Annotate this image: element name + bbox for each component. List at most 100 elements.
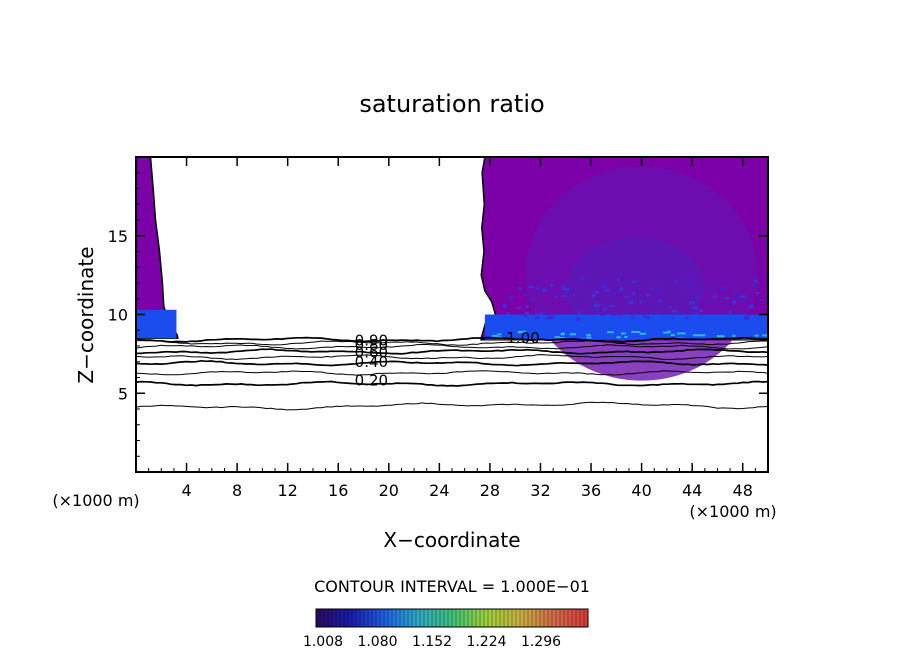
plume-speckle bbox=[524, 314, 527, 317]
plume-speckle bbox=[676, 306, 680, 310]
plume-speckle bbox=[746, 313, 751, 316]
x-tick-label: 40 bbox=[631, 481, 651, 500]
plume-speckle bbox=[506, 312, 510, 315]
plume-speckle bbox=[518, 287, 523, 290]
colorbar-tick-label: 1.296 bbox=[521, 634, 561, 650]
plume-speckle bbox=[632, 291, 636, 296]
cloud-base-highlight bbox=[554, 336, 560, 339]
plume-speckle bbox=[747, 284, 752, 287]
plume-speckle bbox=[660, 312, 664, 316]
y-tick-label: 5 bbox=[118, 384, 128, 403]
plume-speckle bbox=[593, 303, 600, 307]
plume-speckle bbox=[732, 303, 736, 306]
plume-speckle bbox=[731, 298, 735, 302]
plume-speckle bbox=[689, 301, 695, 305]
plume-speckle bbox=[630, 316, 636, 320]
plume-speckle bbox=[672, 317, 675, 320]
contour-label: 1.00 bbox=[506, 329, 539, 347]
plume-speckle bbox=[578, 312, 581, 315]
plume-speckle bbox=[756, 317, 759, 321]
plume-speckle bbox=[706, 277, 710, 280]
cloud-base-highlight bbox=[621, 332, 626, 335]
plume-speckle bbox=[695, 296, 700, 299]
contour-interval-text: CONTOUR INTERVAL = 1.000E−01 bbox=[314, 577, 590, 596]
plume-speckle bbox=[699, 290, 702, 293]
plume-speckle bbox=[600, 311, 605, 314]
plume-speckle bbox=[677, 279, 681, 283]
cloud-base-highlight bbox=[569, 333, 577, 336]
plume-speckle bbox=[566, 297, 570, 300]
plume-speckle bbox=[555, 292, 558, 295]
plume-speckle bbox=[594, 308, 598, 312]
plume-speckle bbox=[504, 302, 509, 306]
plume-speckle bbox=[736, 294, 741, 298]
plume-speckle bbox=[517, 307, 522, 310]
plume-speckle bbox=[646, 294, 650, 297]
colorbar-tick-label: 1.008 bbox=[303, 634, 343, 650]
contour-line bbox=[136, 344, 768, 350]
x-tick-label: 44 bbox=[682, 481, 702, 500]
plume-speckle bbox=[576, 317, 580, 321]
plume-speckle bbox=[686, 286, 692, 289]
x-tick-label: 12 bbox=[278, 481, 298, 500]
x-tick-label: 24 bbox=[429, 481, 449, 500]
plume-speckle bbox=[611, 312, 616, 316]
plume-speckle bbox=[594, 290, 599, 294]
plume-speckle bbox=[510, 297, 514, 300]
plume-speckle bbox=[757, 306, 760, 310]
plume-speckle bbox=[562, 291, 568, 296]
plume-speckle bbox=[653, 286, 660, 290]
colorbar-tick-label: 1.080 bbox=[357, 634, 397, 650]
plume-speckle bbox=[621, 282, 625, 285]
plume-speckle bbox=[601, 313, 606, 316]
plume-speckle bbox=[604, 289, 610, 292]
plume-speckle bbox=[713, 294, 717, 298]
plume-speckle bbox=[582, 307, 587, 311]
plume-speckle bbox=[752, 284, 759, 287]
plume-speckle bbox=[733, 290, 737, 294]
colorbar-stripes bbox=[319, 609, 585, 627]
x-tick-label: 8 bbox=[232, 481, 242, 500]
plume-speckle bbox=[686, 278, 691, 281]
chart-title: saturation ratio bbox=[359, 90, 544, 118]
plume-speckle bbox=[530, 298, 535, 300]
plume-speckle bbox=[655, 303, 661, 306]
plume-speckle bbox=[741, 310, 744, 314]
plume-speckle bbox=[548, 315, 554, 320]
contour-line bbox=[136, 370, 768, 376]
plume-speckle bbox=[628, 298, 631, 302]
colorbar-tick-label: 1.152 bbox=[412, 634, 452, 650]
plume-speckle bbox=[761, 317, 764, 320]
plume-speckle bbox=[624, 295, 630, 298]
plume-speckle bbox=[619, 287, 623, 291]
contour-line bbox=[136, 359, 768, 367]
plume-speckle bbox=[722, 286, 727, 291]
y-tick-label: 10 bbox=[108, 306, 128, 325]
cloud-base-highlight bbox=[518, 330, 527, 333]
plume-speckle bbox=[525, 305, 530, 308]
contour-line bbox=[136, 380, 768, 387]
plume-speckle bbox=[748, 305, 755, 309]
contour-line bbox=[136, 401, 768, 411]
x-tick-label: 4 bbox=[181, 481, 191, 500]
plume-speckle bbox=[574, 303, 578, 307]
plume-speckle bbox=[594, 301, 600, 305]
x-tick-label: 36 bbox=[581, 481, 601, 500]
plume-speckle bbox=[734, 294, 737, 297]
cloud-base-highlight bbox=[670, 334, 675, 337]
plume-speckle bbox=[658, 299, 662, 303]
contour-line bbox=[136, 339, 768, 346]
plume-speckle bbox=[639, 300, 642, 304]
plume-speckle bbox=[729, 310, 732, 314]
x-tick-label: 16 bbox=[328, 481, 348, 500]
plume-speckle bbox=[611, 292, 615, 295]
plume-speckle bbox=[603, 307, 607, 311]
plume-speckle bbox=[548, 290, 552, 294]
cloud-base-highlight bbox=[701, 334, 706, 337]
x-axis-label: X−coordinate bbox=[383, 528, 520, 552]
plume-speckle bbox=[609, 304, 615, 308]
cloud-base-highlight bbox=[762, 334, 768, 337]
contour-line bbox=[136, 354, 768, 361]
plume-speckle bbox=[545, 317, 550, 320]
